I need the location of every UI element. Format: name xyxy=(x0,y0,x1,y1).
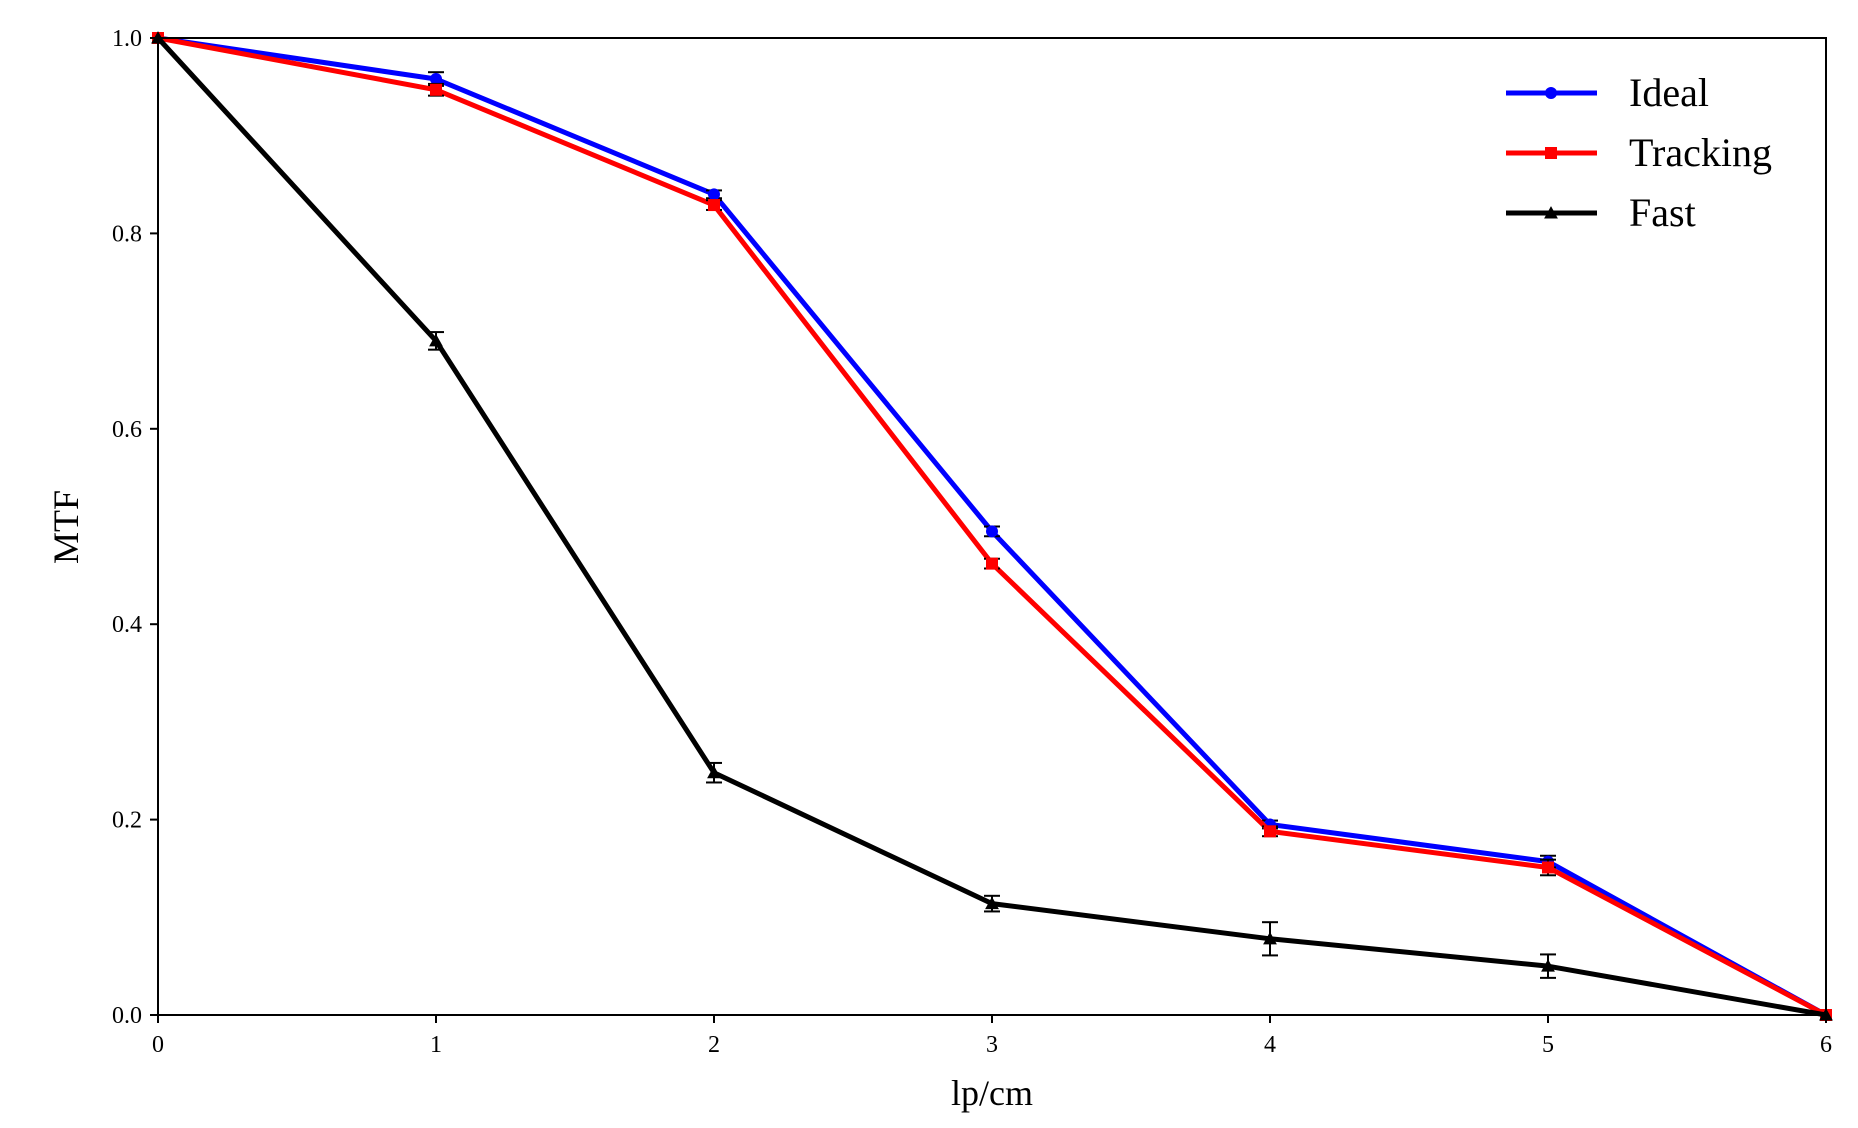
y-tick-label: 0.0 xyxy=(112,1003,142,1029)
data-point-tracking xyxy=(430,83,442,96)
legend-item-tracking: Tracking xyxy=(1506,130,1772,175)
y-tick-label: 0.6 xyxy=(112,417,142,443)
legend-marker-ideal xyxy=(1545,87,1557,99)
legend-label-tracking: Tracking xyxy=(1629,130,1772,175)
x-axis-label: lp/cm xyxy=(951,1073,1033,1113)
legend-label-fast: Fast xyxy=(1629,190,1696,235)
data-point-tracking xyxy=(986,557,998,570)
data-point-fast xyxy=(1541,959,1555,972)
data-point-tracking xyxy=(1264,825,1276,838)
legend-item-fast: Fast xyxy=(1506,190,1696,235)
data-point-ideal xyxy=(986,525,998,538)
series-layer xyxy=(151,31,1833,1021)
axis-layer: 0 1 2 3 4 5 6 0.0 0.2 0.4 0.6 0.8 1.0 xyxy=(112,26,1832,1058)
y-tick-label: 1.0 xyxy=(112,26,142,52)
legend-label-ideal: Ideal xyxy=(1629,70,1709,115)
legend-marker-tracking xyxy=(1545,147,1557,159)
data-point-fast xyxy=(429,333,443,347)
y-axis-label: MTF xyxy=(46,490,86,564)
data-point-ideal xyxy=(708,188,720,201)
data-point-tracking xyxy=(708,199,720,212)
legend: Ideal Tracking Fast xyxy=(1506,70,1772,235)
x-tick-label: 1 xyxy=(430,1032,442,1058)
data-point-tracking xyxy=(1542,861,1554,874)
y-tick-label: 0.2 xyxy=(112,808,142,834)
x-tick-label: 2 xyxy=(708,1032,720,1058)
y-tick-label: 0.8 xyxy=(112,221,142,247)
x-tick-label: 4 xyxy=(1264,1032,1276,1058)
legend-marker-fast xyxy=(1544,206,1558,219)
legend-item-ideal: Ideal xyxy=(1506,70,1709,115)
data-point-fast xyxy=(1263,931,1277,945)
y-tick-label: 0.4 xyxy=(112,612,142,638)
x-tick-label: 0 xyxy=(152,1032,164,1058)
series-tracking xyxy=(152,32,1832,1021)
series-fast xyxy=(151,31,1833,1021)
data-point-ideal xyxy=(430,73,442,86)
x-tick-label: 3 xyxy=(986,1032,998,1058)
data-point-fast xyxy=(985,896,999,910)
data-point-fast xyxy=(707,765,721,779)
x-tick-label: 6 xyxy=(1820,1032,1832,1058)
x-tick-label: 5 xyxy=(1542,1032,1554,1058)
